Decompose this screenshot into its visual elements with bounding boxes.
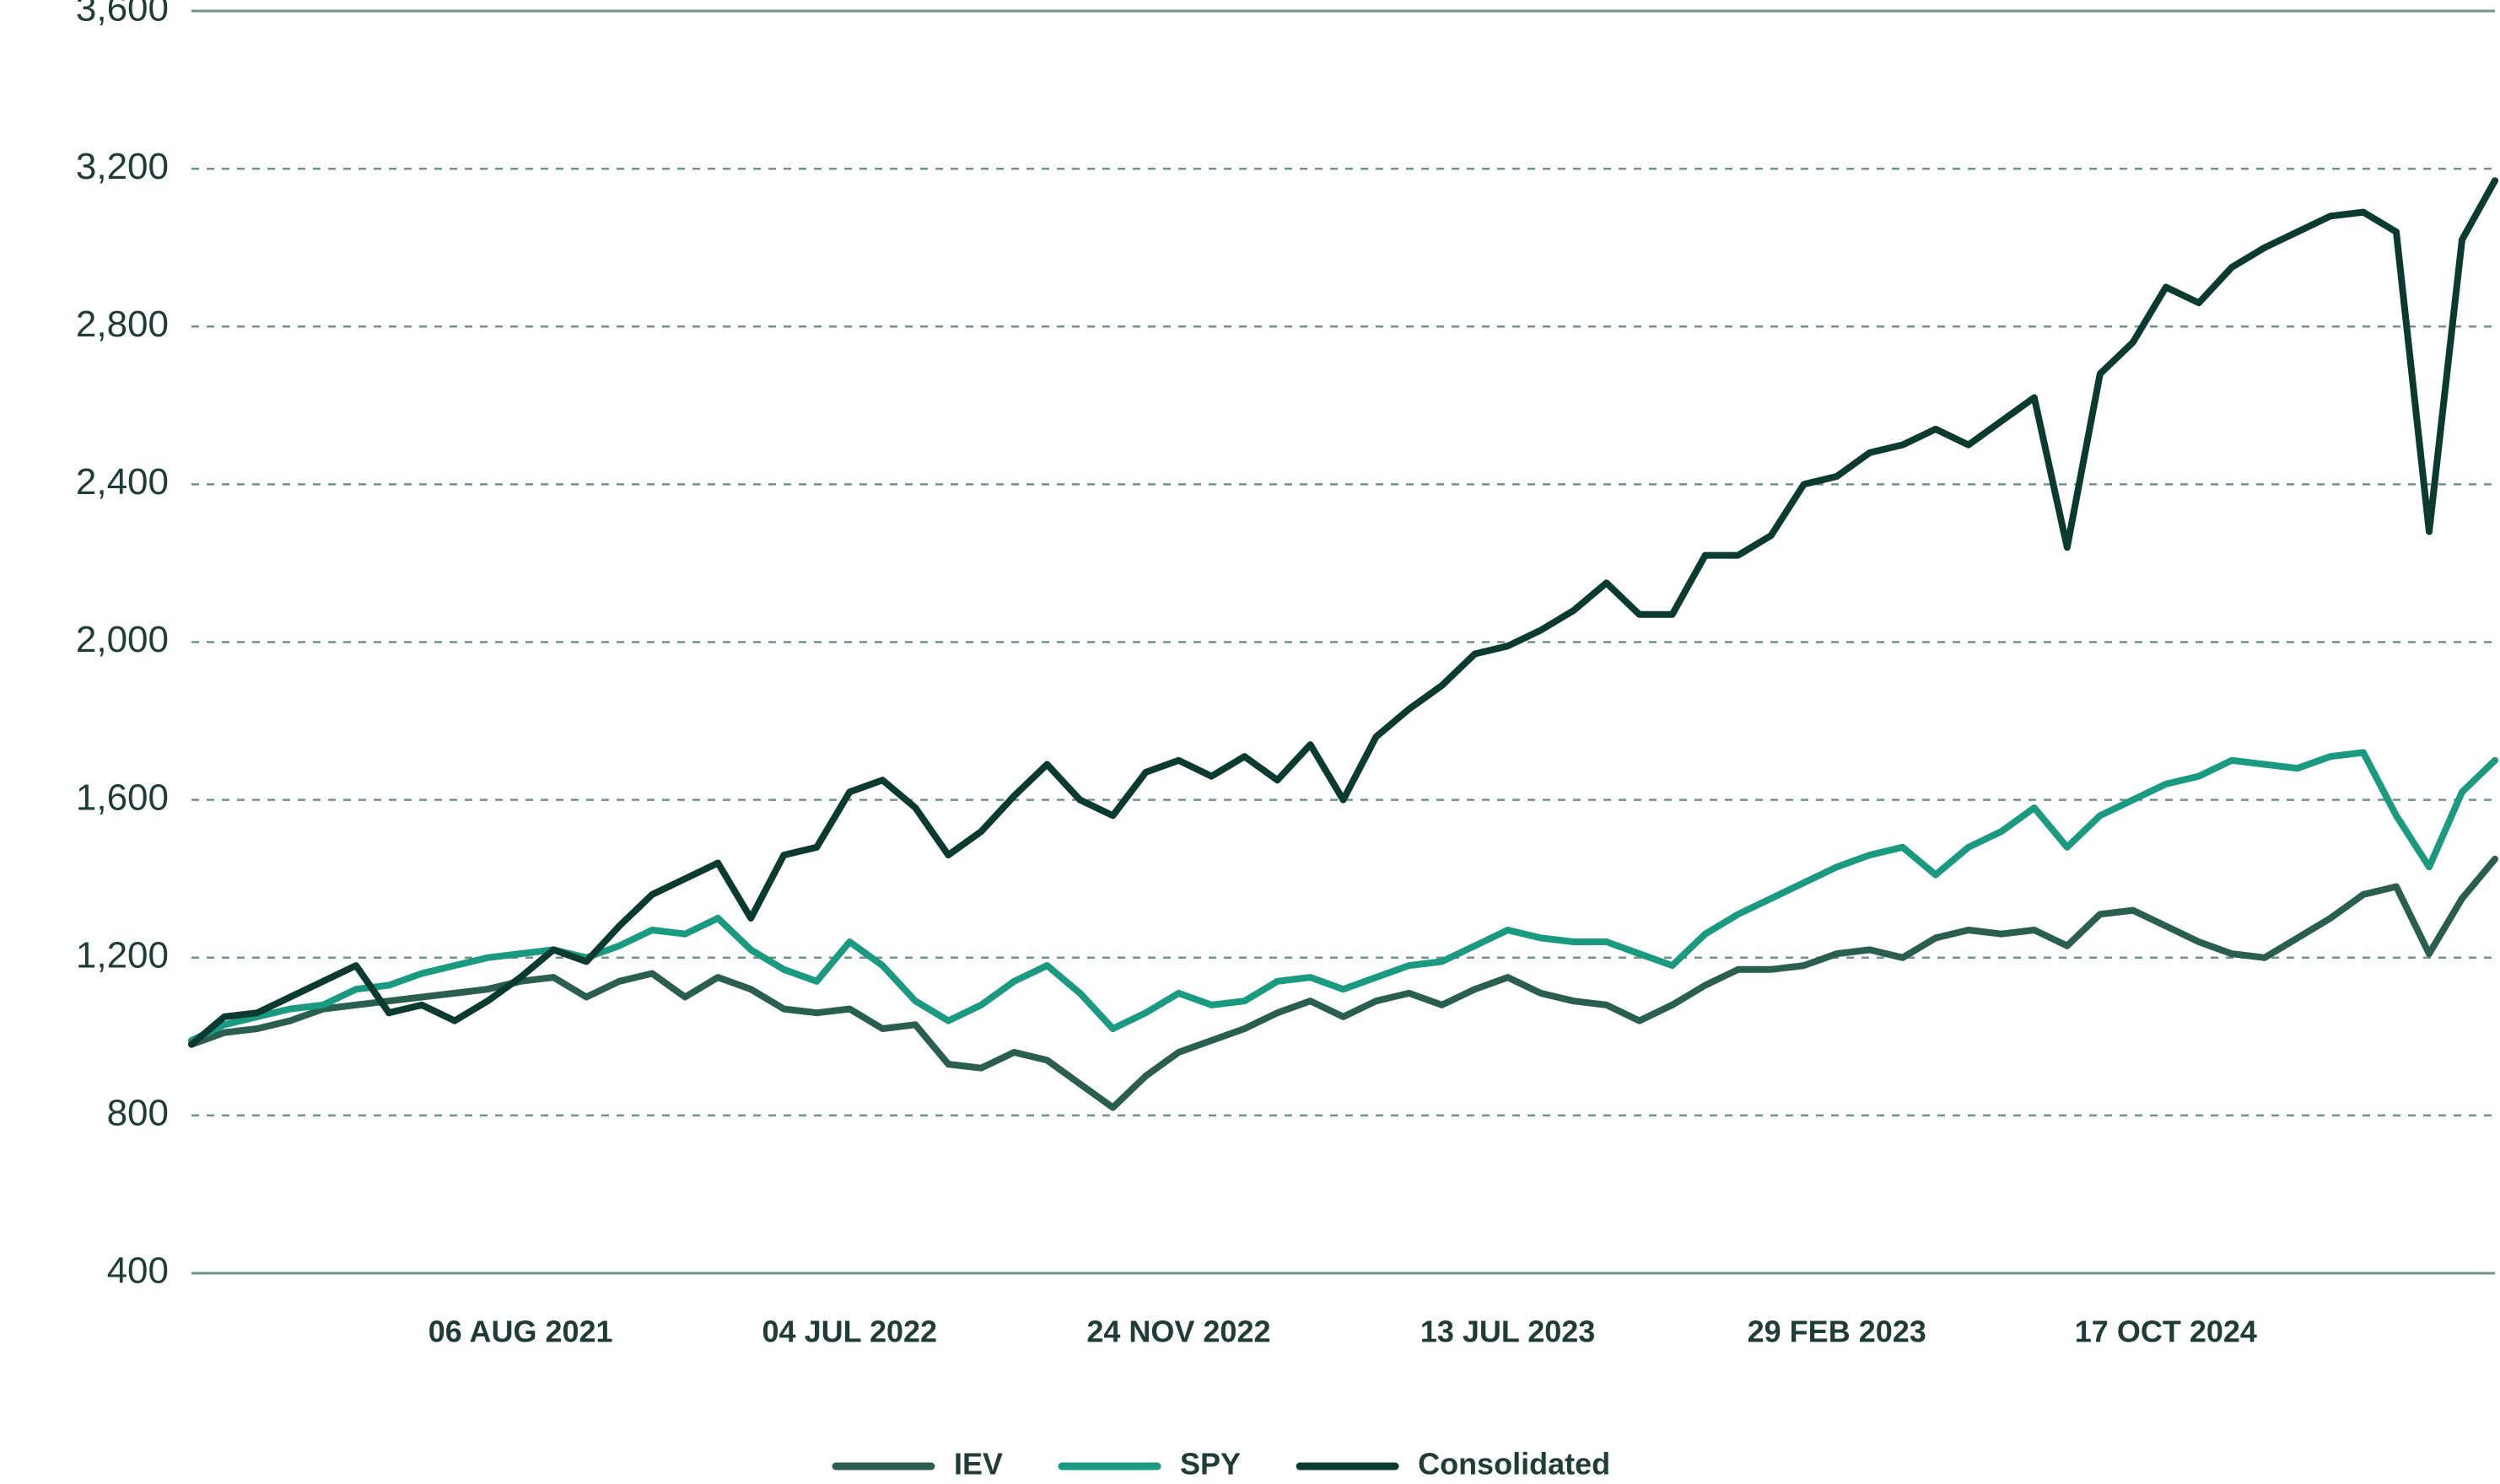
legend-item: IEV [832,1447,1003,1481]
y-tick-label: 800 [107,1093,169,1134]
legend-item: Consolidated [1296,1447,1610,1481]
legend: IEV SPY Consolidated [832,1447,1610,1481]
x-tick-label: 13 JUL 2023 [1420,1315,1596,1349]
x-tick-label: 29 FEB 2023 [1748,1315,1926,1349]
series-line [188,855,2498,1111]
legend-item: SPY [1058,1447,1241,1481]
x-tick-label: 06 AUG 2021 [428,1315,613,1349]
y-tick-label: 3,600 [76,0,169,30]
x-tick-label: 24 NOV 2022 [1086,1315,1270,1349]
legend-label: IEV [954,1447,1003,1481]
y-tick-label: 3,200 [76,146,169,187]
series-line [188,177,2498,1048]
y-tick-label: 2,000 [76,619,169,660]
y-tick-label: 2,800 [76,304,169,345]
legend-label: SPY [1180,1447,1241,1481]
legend-label: Consolidated [1418,1447,1610,1481]
y-tick-label: 1,200 [76,934,169,976]
x-tick-label: 04 JUL 2022 [762,1315,938,1349]
y-tick-label: 1,600 [76,777,169,818]
y-tick-label: 2,400 [76,461,169,503]
y-tick-label: 400 [107,1250,169,1292]
x-tick-label: 17 OCT 2024 [2075,1315,2257,1349]
